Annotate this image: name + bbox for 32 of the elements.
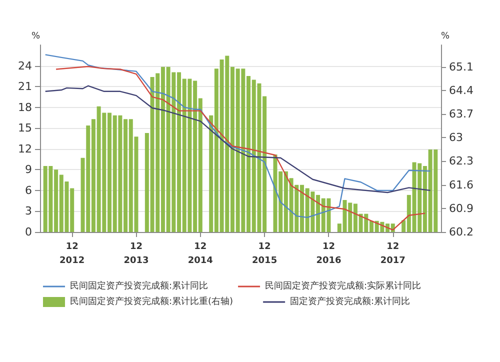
y2-tick-label: 62.3 [449,154,474,168]
y2-axis-title: % [441,32,450,42]
x-tick-label: 12 2012 [60,242,85,266]
y-tick-label: 3 [25,204,32,218]
y2-tick-label: 61.6 [449,178,474,192]
line-series [55,66,426,231]
y2-tick-label: 63.7 [449,108,474,121]
y-tick-label: 12 [18,142,32,156]
y-tick-label: 6 [25,184,32,197]
x-tick-label: 12 2015 [252,242,278,266]
x-tick-label: 12 2014 [188,242,213,266]
y2-tick-label: 63 [449,131,463,144]
line-series [44,54,431,218]
y-tick-label: 0 [25,226,32,238]
y-tick-label: 15 [18,122,32,135]
y2-tick-label: 60.2 [449,226,474,238]
x-tick-label: 12 2017 [380,242,406,266]
y2-tick-label: 60.9 [449,202,474,215]
y2-tick-label: 64.4 [449,84,474,97]
legend-label: 民间固定资产投资完成额:累计比重(右轴) [70,296,234,307]
y-tick-label: 24 [18,59,32,72]
x-tick-label: 12 2013 [124,242,149,266]
line-series [44,85,431,194]
y-tick-label: 9 [25,163,32,176]
y-tick-label: 21 [18,80,32,94]
y-axis-title: % [31,32,40,42]
y-tick-label: 18 [18,100,32,114]
legend-label: 民间固定资产投资完成额:实际累计同比 [265,280,422,292]
x-tick-label: 12 2016 [316,242,342,266]
y2-tick-label: 65.1 [449,60,474,74]
legend-label: 固定资产投资完成额:累计同比 [290,296,410,307]
legend-label: 民间固定资产投资完成额:累计同比 [70,280,208,292]
